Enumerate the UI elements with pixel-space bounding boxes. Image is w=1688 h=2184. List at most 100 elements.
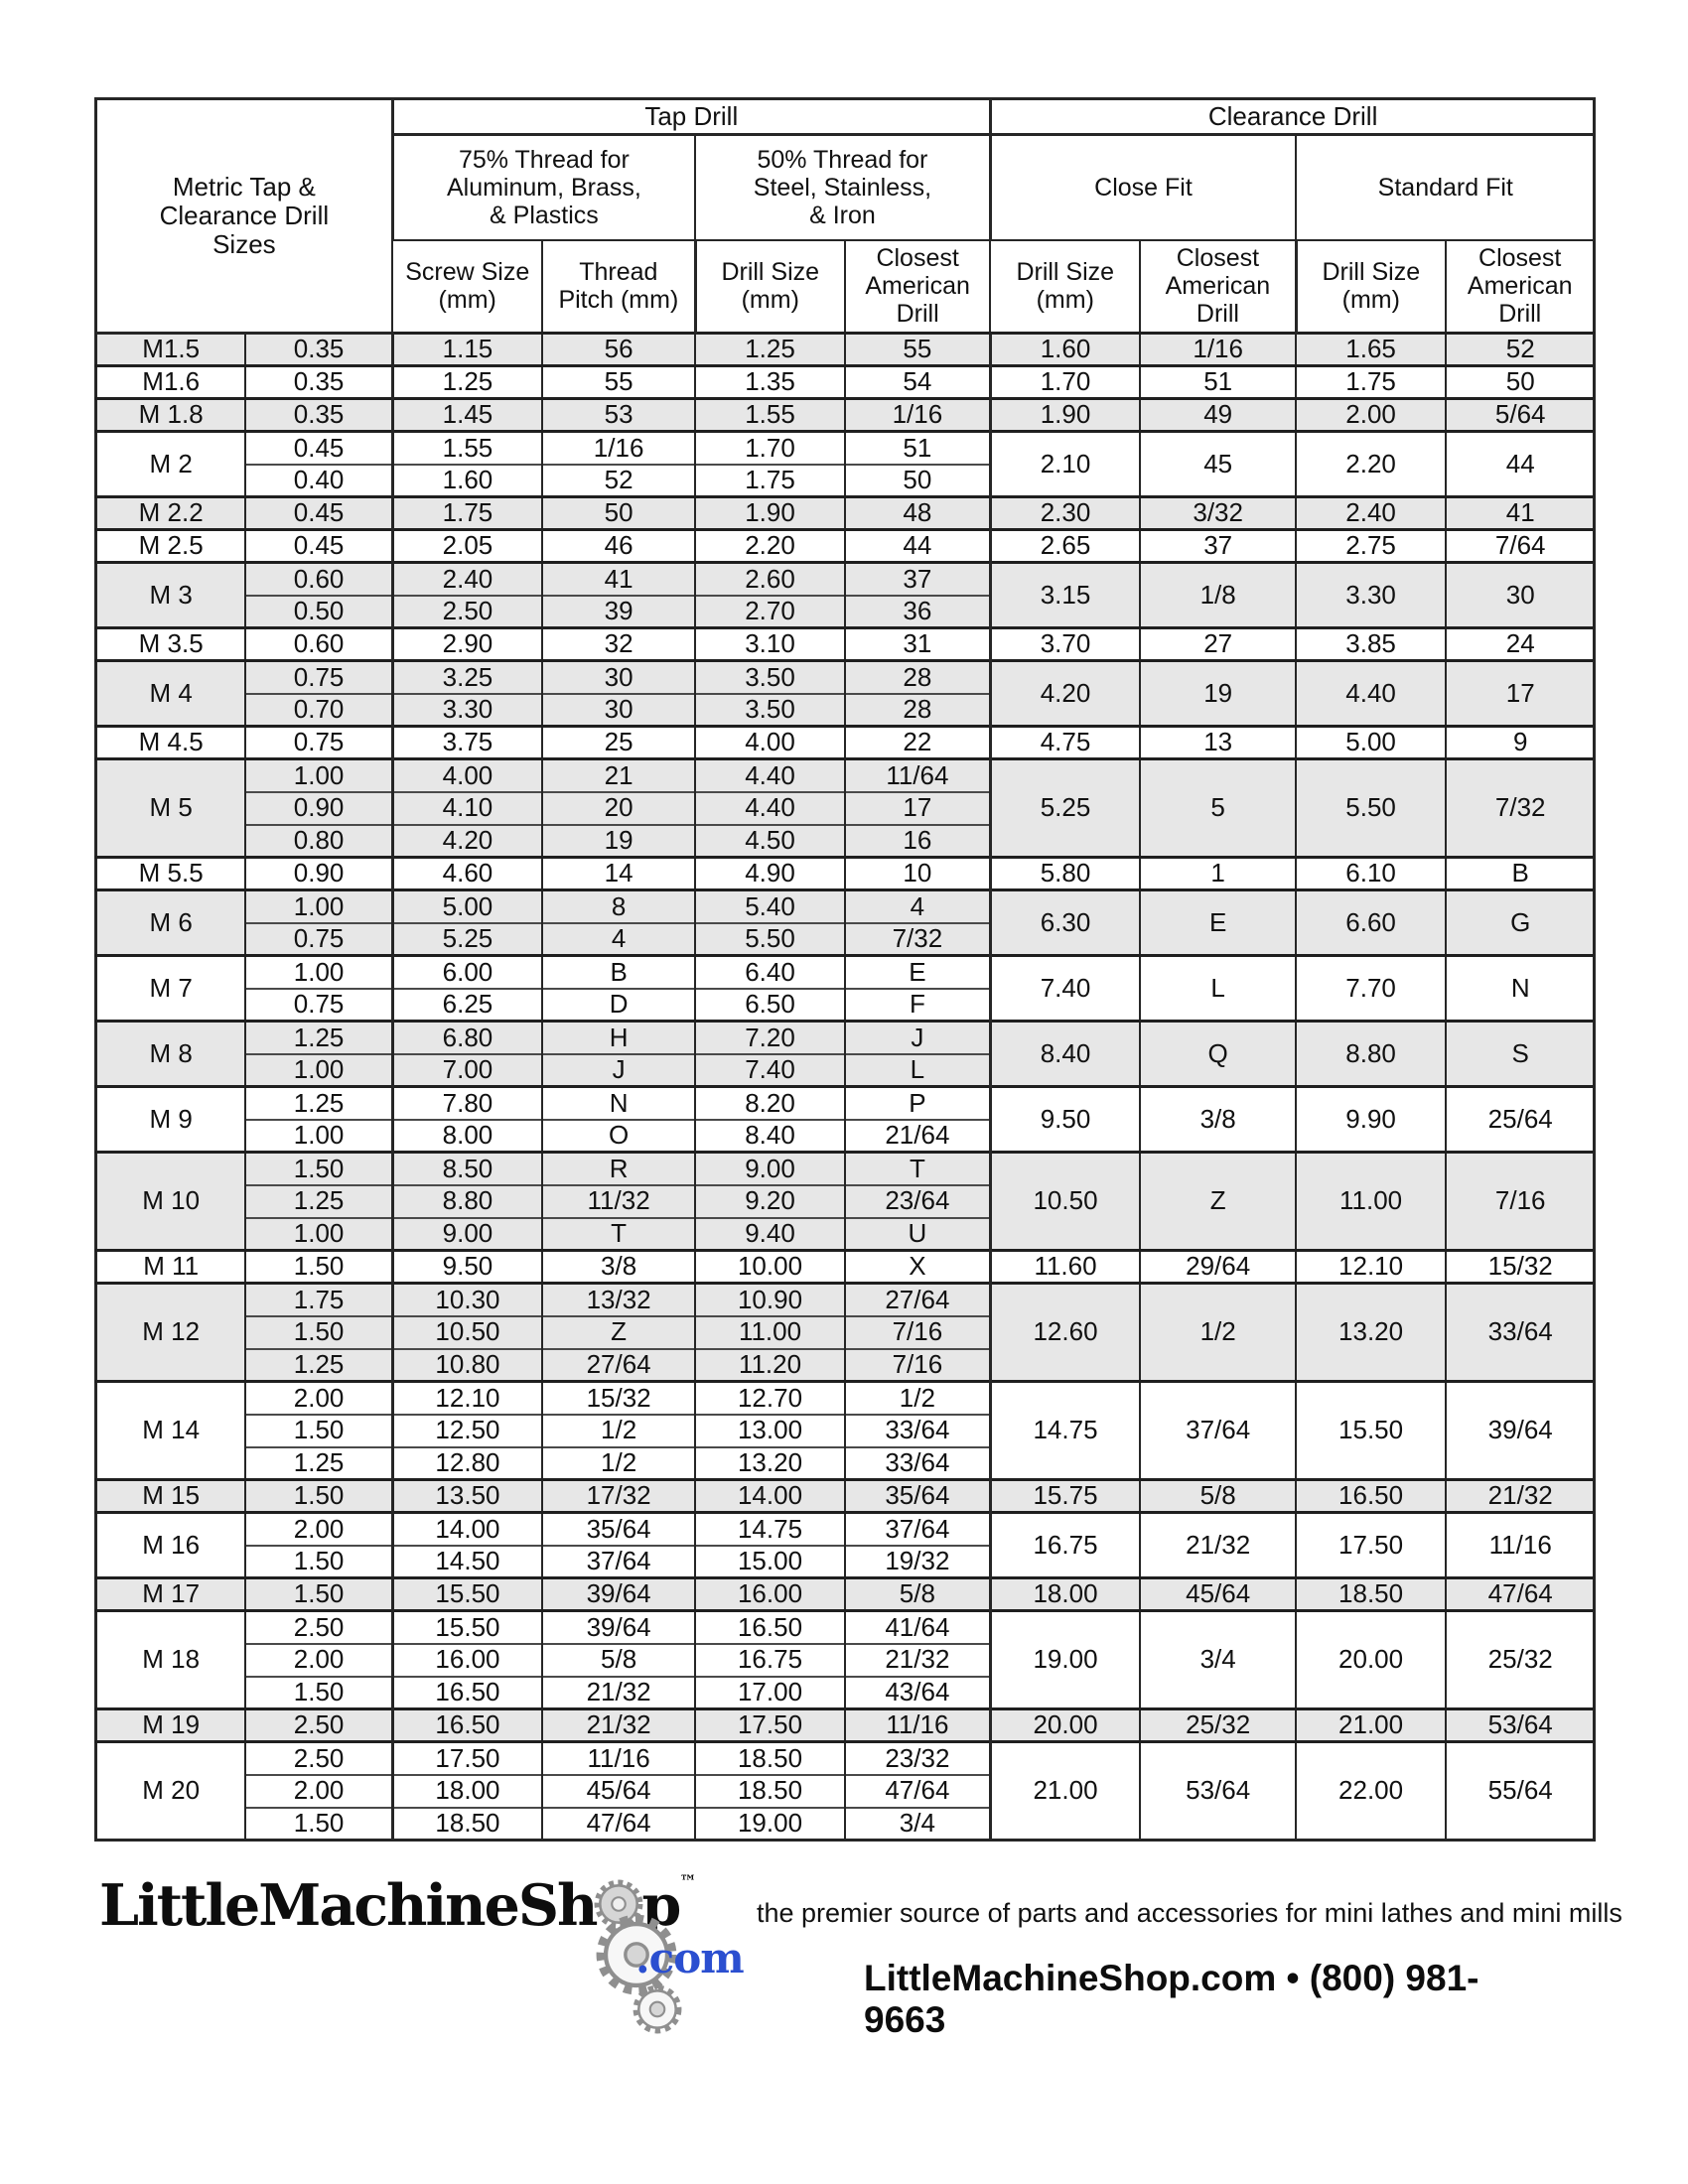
tap75-closest-cell: O: [541, 1118, 696, 1153]
tap75-drill-mm-cell: 9.50: [390, 1249, 543, 1284]
table-row: 0.40 1.60 52 1.75 50: [96, 463, 1595, 497]
screw-size-cell: M1.5: [94, 332, 246, 366]
tap50-drill-mm-cell: 4.00: [694, 725, 845, 759]
close-closest-cell: 3/32: [1139, 495, 1297, 530]
tap75-drill-mm-cell: 13.50: [390, 1478, 543, 1513]
close-closest-cell: 45: [1139, 430, 1297, 497]
tap50-drill-mm-cell: 9.00: [694, 1151, 845, 1185]
tap75-closest-cell: 50: [541, 495, 696, 530]
close-drill-mm-cell: 2.65: [988, 528, 1141, 563]
screw-size-cell: M 3: [94, 561, 246, 628]
tap75-closest-cell: 21/32: [541, 1707, 696, 1742]
screw-size-cell: M 12: [94, 1282, 246, 1382]
standard-fit-header: Standard Fit: [1295, 134, 1595, 241]
table-row: M1.5 0.35 1.15 56 1.25 55 1.60 1/16 1.65 52: [94, 332, 1595, 366]
screw-size-cell: M 5: [94, 757, 246, 858]
tap50-drill-mm-cell: 9.20: [694, 1183, 845, 1218]
thread-pitch-header: Thread Pitch (mm): [541, 239, 696, 334]
tap75-closest-cell: R: [541, 1151, 696, 1185]
tap75-closest-cell: 13/32: [541, 1282, 696, 1316]
table-row: M 2.2 0.45 1.75 50 1.90 48 2.30 3/32 2.40 41: [94, 495, 1595, 530]
thread-pitch-cell: 1.00: [244, 757, 393, 792]
close-closest-cell: 25/32: [1139, 1707, 1297, 1742]
tap50-drill-mm-cell: 6.40: [694, 954, 845, 989]
close-closest-cell: 27: [1139, 626, 1297, 661]
tap75-closest-cell: 4: [541, 921, 696, 956]
std-drill-mm-cell: 16.50: [1295, 1478, 1447, 1513]
thread-pitch-cell: 1.25: [244, 1085, 393, 1120]
tap75-closest-cell: 5/8: [541, 1642, 696, 1677]
close-fit-header: Close Fit: [988, 134, 1297, 241]
std-closest-cell: 9: [1445, 725, 1595, 759]
thread-pitch-cell: 2.00: [244, 1642, 393, 1677]
close-drill-mm-cell: 21.00: [988, 1740, 1141, 1841]
thread-pitch-cell: 0.60: [244, 626, 393, 661]
tap50-drill-mm-cell: 18.50: [694, 1740, 845, 1775]
table-row: M 6 1.00 5.00 8 5.40 4 6.30 E 6.60 G: [94, 888, 1595, 956]
thread-pitch-cell: 1.50: [244, 1478, 393, 1513]
tap75-closest-cell: 52: [541, 463, 696, 497]
std-closest-cell: 33/64: [1445, 1282, 1595, 1382]
table-row: M 16 2.00 14.00 35/64 14.75 37/64 16.75 21/32 17…: [94, 1511, 1595, 1578]
screw-size-cell: M 9: [94, 1085, 246, 1153]
tap75-closest-cell: 20: [541, 790, 696, 825]
tap75-drill-mm-cell: 8.80: [390, 1183, 543, 1218]
tap75-closest-cell: 1/2: [541, 1413, 696, 1447]
close-closest-cell: 1/2: [1139, 1282, 1297, 1382]
thread-pitch-cell: 1.00: [244, 1052, 393, 1087]
drill-size-table: Metric Tap & Clearance Drill Sizes Tap D…: [94, 97, 1596, 1842]
tap50-drill-size-header: Drill Size (mm): [989, 239, 1141, 334]
tap50-drill-mm-cell: 5.50: [694, 921, 845, 956]
std-drill-mm-cell: 8.80: [1295, 1020, 1447, 1087]
std-closest-cell: 21/32: [1445, 1478, 1595, 1513]
table-row: M 7 1.00 6.00 B 6.40 E 7.40 L 7.70 N: [94, 954, 1595, 1022]
tap50-closest-cell: 16: [843, 823, 991, 858]
close-drill-mm-cell: 16.75: [988, 1511, 1141, 1578]
tap50-drill-mm-cell: 14.75: [694, 1511, 845, 1546]
tap50-drill-mm-cell: 2.70: [694, 594, 845, 628]
tap50-drill-mm-cell: 12.70: [694, 1380, 845, 1415]
thread-pitch-cell: 2.00: [244, 1511, 393, 1546]
std-closest-cell: 39/64: [1445, 1380, 1595, 1480]
table-row: 1.50 14.50 37/64 15.00 19/32: [96, 1544, 1595, 1578]
screw-size-cell: M 19: [94, 1707, 246, 1742]
screw-size-cell: M 11: [94, 1249, 246, 1284]
table-row: M 20 2.50 17.50 11/16 18.50 23/32 21.00 53/64 22…: [94, 1740, 1595, 1841]
std-closest-cell: S: [1445, 1020, 1595, 1087]
std-closest-cell: 24: [1445, 626, 1595, 661]
tap50-closest-cell: 33/64: [843, 1445, 991, 1480]
tap75-closest-cell: 14: [541, 856, 696, 890]
std-drill-mm-cell: 2.20: [1295, 430, 1447, 497]
close-closest-cell: 53/64: [1139, 1740, 1297, 1841]
tap50-closest-cell: 4: [843, 888, 991, 923]
std-closest-cell: B: [1445, 856, 1595, 890]
logo-text-start: LittleMachineSh: [99, 1872, 598, 1939]
thread-pitch-cell: 0.50: [244, 594, 393, 628]
tap50-drill-mm-cell: 3.10: [694, 626, 845, 661]
tap75-closest-cell: T: [541, 1216, 696, 1251]
tap50-closest-cell: 41/64: [843, 1609, 991, 1644]
table-row: 1.00 8.00 O 8.40 21/64: [96, 1118, 1595, 1153]
screw-size-cell: M 7: [94, 954, 246, 1022]
std-closest-cell: 30: [1445, 561, 1595, 628]
std-closest-cell: 53/64: [1445, 1707, 1595, 1742]
std-closest-cell: 50: [1445, 364, 1595, 399]
close-closest-cell: 37/64: [1139, 1380, 1297, 1480]
tap75-drill-mm-cell: 12.50: [390, 1413, 543, 1447]
tap50-closest-cell: T: [843, 1151, 991, 1185]
table-row: M 18 2.50 15.50 39/64 16.50 41/64 19.00 3/4 20.0…: [94, 1609, 1595, 1709]
tap50-closest-cell: 27/64: [843, 1282, 991, 1316]
close-drill-mm-cell: 2.30: [988, 495, 1141, 530]
thread-pitch-cell: 0.45: [244, 528, 393, 563]
group-header-row: Metric Tap & Clearance Drill Sizes Tap D…: [94, 98, 1595, 335]
tap75-drill-mm-cell: 9.00: [390, 1216, 543, 1251]
tap50-drill-mm-cell: 13.20: [694, 1445, 845, 1480]
close-closest-cell: L: [1139, 954, 1297, 1022]
thread-pitch-cell: 1.50: [244, 1413, 393, 1447]
tap75-closest-cell: 55: [541, 364, 696, 399]
tap75-closest-cell: 32: [541, 626, 696, 661]
table-row: M 1.8 0.35 1.45 53 1.55 1/16 1.90 49 2.00 5/64: [94, 397, 1595, 432]
tap50-closest-cell: 10: [843, 856, 991, 890]
tap50-closest-cell: 28: [843, 659, 991, 694]
tap50-drill-mm-cell: 11.00: [694, 1314, 845, 1349]
